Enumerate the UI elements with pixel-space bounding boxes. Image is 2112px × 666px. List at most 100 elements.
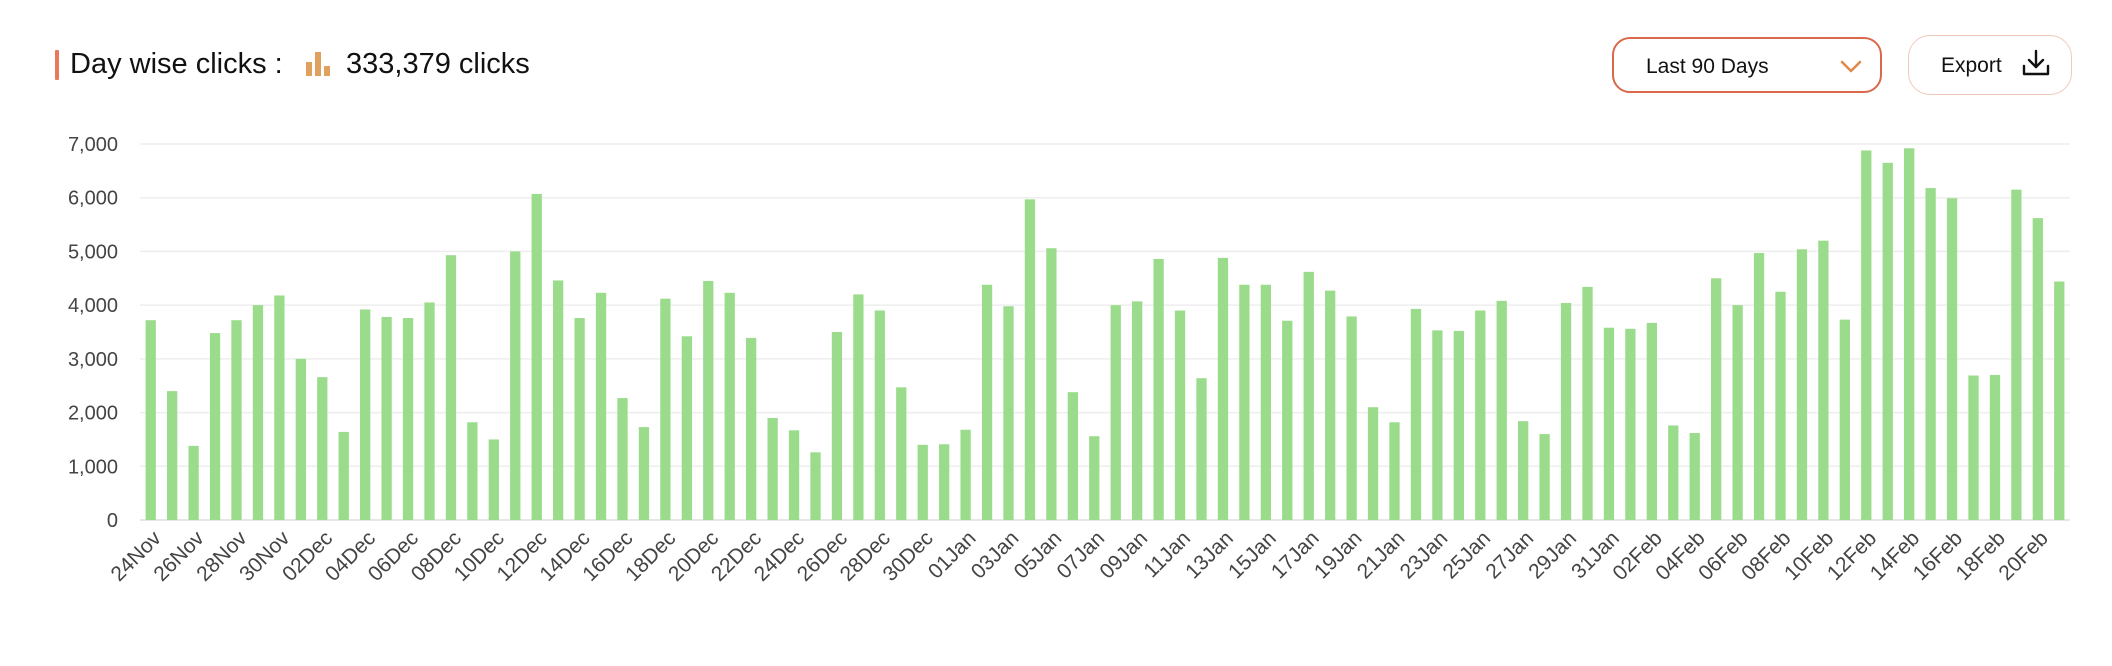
bar-19Feb[interactable]	[2011, 189, 2022, 520]
bar-22Jan[interactable]	[1410, 308, 1422, 520]
bar-16Jan[interactable]	[1282, 320, 1293, 520]
bar-26Nov[interactable]	[188, 445, 199, 520]
bar-07Feb[interactable]	[1753, 253, 1765, 520]
bar-06Jan[interactable]	[1067, 392, 1078, 520]
bar-17Jan[interactable]	[1303, 271, 1314, 520]
bar-23Dec[interactable]	[767, 417, 778, 520]
bar-03Dec[interactable]	[338, 431, 349, 520]
bar-14Jan[interactable]	[1239, 284, 1250, 520]
bar-05Dec[interactable]	[381, 316, 392, 520]
bar-02Jan[interactable]	[981, 284, 993, 520]
bar-02Dec[interactable]	[317, 377, 328, 520]
bar-06Dec[interactable]	[402, 318, 414, 520]
bar-28Nov[interactable]	[231, 320, 242, 520]
bar-14Feb[interactable]	[1904, 148, 1915, 520]
bar-01Jan[interactable]	[960, 429, 971, 520]
bar-21Feb[interactable]	[2054, 281, 2065, 520]
bar-05Jan[interactable]	[1046, 248, 1057, 520]
bar-10Dec[interactable]	[488, 439, 499, 520]
bar-28Dec[interactable]	[874, 310, 885, 520]
bar-03Feb[interactable]	[1668, 425, 1679, 520]
bar-27Jan[interactable]	[1518, 421, 1529, 520]
bar-06Feb[interactable]	[1732, 305, 1743, 520]
bar-27Nov[interactable]	[209, 333, 221, 520]
bar-01Feb[interactable]	[1625, 328, 1636, 520]
bar-10Jan[interactable]	[1153, 258, 1164, 520]
bar-19Dec[interactable]	[681, 336, 692, 520]
bar-24Nov[interactable]	[145, 320, 156, 520]
bar-18Dec[interactable]	[660, 298, 671, 520]
bar-22Dec[interactable]	[746, 337, 757, 520]
bar-29Nov[interactable]	[252, 305, 264, 520]
bar-12Jan[interactable]	[1196, 378, 1207, 520]
bar-13Feb[interactable]	[1882, 162, 1893, 521]
bar-03Jan[interactable]	[1003, 306, 1014, 520]
bar-09Jan[interactable]	[1132, 301, 1143, 520]
bar-25Jan[interactable]	[1475, 310, 1486, 520]
bar-19Jan[interactable]	[1346, 316, 1357, 520]
bar-21Dec[interactable]	[724, 292, 735, 520]
bar-01Dec[interactable]	[295, 358, 306, 520]
bar-21Jan[interactable]	[1389, 422, 1400, 520]
bar-18Feb[interactable]	[1989, 374, 2001, 520]
bar-26Jan[interactable]	[1496, 300, 1507, 520]
bar-30Dec[interactable]	[917, 444, 928, 520]
bar-27Dec[interactable]	[853, 294, 864, 520]
bar-11Jan[interactable]	[1174, 310, 1186, 520]
bar-13Dec[interactable]	[553, 280, 564, 520]
export-button[interactable]: Export	[1908, 35, 2072, 95]
bar-30Jan[interactable]	[1582, 286, 1593, 520]
bar-15Dec[interactable]	[595, 292, 607, 520]
bar-04Jan[interactable]	[1024, 199, 1036, 520]
bar-07Jan[interactable]	[1089, 436, 1100, 520]
bar-12Dec[interactable]	[531, 193, 542, 520]
bar-17Dec[interactable]	[638, 427, 650, 520]
bar-08Feb[interactable]	[1775, 291, 1786, 520]
bar-30Nov[interactable]	[274, 295, 285, 520]
bar-08Dec[interactable]	[445, 255, 457, 520]
bar-02Feb[interactable]	[1646, 322, 1657, 520]
bar-25Nov[interactable]	[167, 391, 178, 520]
bar-31Jan[interactable]	[1603, 327, 1615, 520]
bar-09Dec[interactable]	[467, 422, 478, 520]
bar-16Dec[interactable]	[617, 398, 628, 520]
bar-17Feb[interactable]	[1968, 375, 1979, 520]
bar-08Jan[interactable]	[1110, 305, 1121, 520]
bar-18Jan[interactable]	[1325, 290, 1336, 520]
bar-11Feb[interactable]	[1839, 319, 1850, 520]
bar-04Feb[interactable]	[1689, 432, 1700, 520]
bar-10Feb[interactable]	[1818, 240, 1829, 520]
bar-15Jan[interactable]	[1260, 284, 1271, 520]
bar-16Feb[interactable]	[1946, 198, 1958, 520]
x-tick-label: 13Jan	[1181, 527, 1238, 584]
x-tick-label: 29Jan	[1524, 527, 1581, 584]
bar-09Feb[interactable]	[1796, 249, 1808, 520]
bar-31Dec[interactable]	[939, 444, 950, 520]
x-tick-label: 07Jan	[1053, 527, 1110, 584]
bar-28Jan[interactable]	[1539, 434, 1550, 520]
bar-11Dec[interactable]	[510, 251, 521, 520]
day-wise-clicks-chart: 01,0002,0003,0004,0005,0006,0007,00024No…	[68, 134, 2070, 586]
bar-26Dec[interactable]	[831, 332, 843, 520]
bar-05Feb[interactable]	[1711, 278, 1722, 520]
bar-29Jan[interactable]	[1560, 302, 1572, 520]
bar-15Feb[interactable]	[1925, 188, 1936, 520]
x-tick-label: 19Jan	[1310, 527, 1367, 584]
bar-20Feb[interactable]	[2032, 218, 2043, 520]
bar-07Dec[interactable]	[424, 302, 435, 520]
x-tick-label: 25Jan	[1439, 527, 1496, 584]
bar-24Jan[interactable]	[1453, 330, 1464, 520]
bar-23Jan[interactable]	[1432, 330, 1443, 520]
bar-24Dec[interactable]	[788, 430, 800, 520]
bar-14Dec[interactable]	[574, 318, 585, 520]
bar-25Dec[interactable]	[810, 452, 821, 520]
x-tick-label: 23Jan	[1396, 527, 1453, 584]
bar-20Dec[interactable]	[703, 280, 714, 520]
date-range-select[interactable]: Last 90 Days	[1612, 37, 1882, 93]
title-accent-bar	[55, 50, 59, 80]
bar-13Jan[interactable]	[1217, 257, 1229, 520]
bar-04Dec[interactable]	[360, 309, 371, 520]
bar-20Jan[interactable]	[1367, 407, 1379, 520]
bar-29Dec[interactable]	[896, 387, 907, 520]
bar-12Feb[interactable]	[1861, 150, 1872, 520]
